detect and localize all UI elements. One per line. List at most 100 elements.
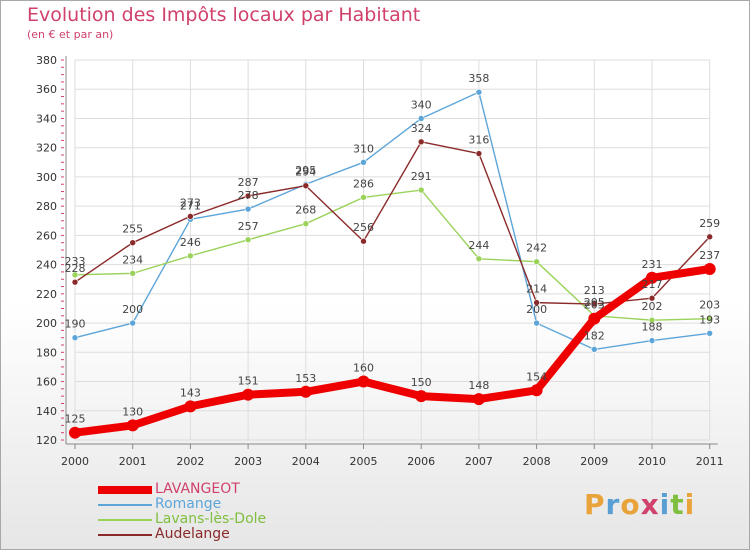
- data-point: [129, 270, 136, 277]
- data-point: [533, 258, 540, 265]
- y-tick-label: 160: [36, 376, 57, 389]
- data-point: [126, 419, 139, 432]
- logo-letter: o: [620, 488, 641, 521]
- data-label: 130: [122, 405, 143, 418]
- data-label: 213: [584, 284, 605, 297]
- data-label: 200: [526, 303, 547, 316]
- data-point: [244, 205, 252, 213]
- data-label: 294: [295, 166, 316, 179]
- data-point: [299, 385, 312, 398]
- y-tick-label: 340: [36, 112, 57, 125]
- data-point: [533, 319, 540, 327]
- data-label: 203: [584, 299, 605, 312]
- data-point: [706, 233, 714, 241]
- data-point: [475, 88, 483, 96]
- y-tick-label: 360: [36, 83, 57, 96]
- x-tick-label: 2009: [580, 455, 608, 468]
- legend-swatch: [98, 534, 152, 536]
- data-label: 228: [65, 262, 86, 275]
- data-point: [417, 115, 425, 122]
- x-tick-label: 2004: [292, 455, 320, 468]
- data-label: 358: [468, 72, 489, 85]
- data-point: [415, 390, 428, 403]
- legend-swatch: [98, 486, 152, 494]
- data-label: 150: [411, 376, 432, 389]
- data-label: 160: [353, 362, 374, 375]
- data-label: 257: [238, 220, 259, 233]
- data-label: 217: [642, 278, 663, 291]
- data-label: 310: [353, 142, 374, 155]
- data-label: 205: [584, 296, 605, 309]
- data-point: [706, 330, 714, 337]
- data-point: [244, 236, 252, 244]
- data-point: [533, 299, 540, 306]
- data-point: [588, 312, 601, 325]
- data-label: 214: [526, 283, 547, 296]
- data-label: 287: [238, 176, 259, 189]
- data-point: [184, 400, 197, 413]
- y-tick-label: 300: [36, 171, 57, 184]
- data-label: 182: [584, 329, 605, 342]
- data-label: 231: [642, 258, 663, 271]
- x-tick-label: 2001: [119, 455, 147, 468]
- series-line-3: [74, 141, 711, 305]
- data-point: [472, 393, 485, 406]
- data-point: [71, 334, 79, 341]
- data-label: 125: [65, 413, 86, 426]
- x-tick-label: 2010: [638, 455, 666, 468]
- y-tick-label: 320: [36, 142, 57, 155]
- data-point: [71, 271, 79, 279]
- proxiti-logo: Proxiti: [584, 488, 695, 521]
- data-label: 200: [122, 303, 143, 316]
- data-label: 237: [699, 249, 720, 262]
- data-label: 268: [295, 204, 316, 217]
- y-tick-label: 240: [36, 259, 57, 272]
- data-point: [648, 294, 656, 302]
- data-label: 148: [468, 379, 489, 392]
- legend-label: Audelange: [155, 526, 230, 542]
- data-label: 246: [180, 236, 201, 249]
- data-point: [360, 237, 367, 245]
- data-label: 278: [238, 189, 259, 202]
- logo-letter: P: [584, 488, 606, 521]
- data-label: 143: [180, 386, 201, 399]
- x-tick-label: 2008: [523, 455, 551, 468]
- data-label: 234: [122, 253, 143, 266]
- data-label: 271: [180, 199, 201, 212]
- x-tick-label: 2011: [696, 455, 724, 468]
- y-tick-label: 220: [36, 288, 57, 301]
- legend-label: Romange: [155, 496, 222, 512]
- data-label: 193: [699, 313, 720, 326]
- data-label: 190: [65, 318, 86, 331]
- y-tick-label: 180: [36, 346, 57, 359]
- x-tick-label: 2005: [350, 455, 378, 468]
- data-point: [417, 186, 425, 194]
- x-tick-label: 2006: [407, 455, 435, 468]
- data-point: [187, 213, 194, 220]
- data-label: 154: [526, 370, 547, 383]
- data-label: 324: [411, 122, 432, 135]
- data-point: [648, 316, 656, 324]
- series-line-0: [71, 265, 714, 437]
- data-point: [71, 278, 79, 286]
- data-point: [590, 300, 598, 308]
- y-tick-label: 140: [36, 405, 57, 418]
- data-label: 153: [295, 372, 316, 385]
- legend-swatch: [98, 504, 152, 506]
- data-point: [187, 252, 194, 260]
- chart-subtitle: (en € et par an): [27, 28, 114, 41]
- data-point: [417, 138, 425, 146]
- data-point: [69, 426, 81, 439]
- data-label: 295: [295, 164, 316, 177]
- x-tick-label: 2002: [176, 455, 204, 468]
- data-point: [129, 239, 136, 246]
- logo-letter: r: [605, 488, 621, 521]
- data-label: 244: [468, 239, 489, 252]
- data-label: 340: [411, 98, 432, 111]
- data-label: 259: [699, 217, 720, 230]
- logo-letter: i: [684, 488, 696, 521]
- data-point: [530, 384, 543, 397]
- data-label: 151: [238, 375, 259, 388]
- data-point: [648, 337, 656, 344]
